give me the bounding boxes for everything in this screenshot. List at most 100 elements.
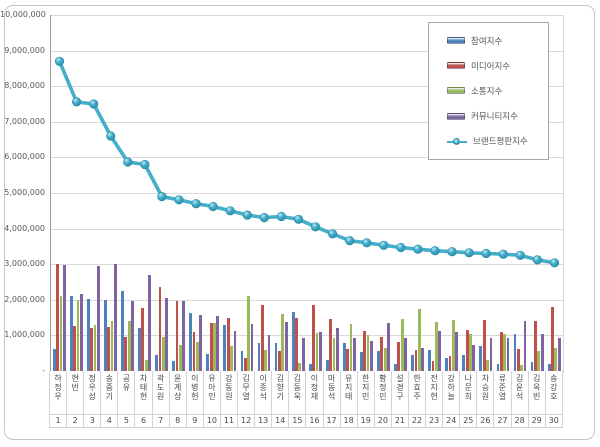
y-axis-label: -	[42, 366, 45, 375]
communication-index-bar	[161, 337, 165, 371]
y-axis: - 1,000,000 2,000,000 3,000,000 4,000,000 5,0…	[0, 0, 46, 390]
gridline	[51, 335, 563, 337]
media-index-bar	[295, 318, 298, 371]
participation-index-bar	[155, 354, 158, 371]
category-name-label: 한 효 주	[413, 374, 421, 401]
community-index-bar	[557, 337, 561, 371]
category-name-label: 나 문 희	[464, 374, 472, 401]
participation-index-bar	[291, 312, 295, 371]
participation-index-bar	[86, 299, 90, 371]
rank-number-label: 26	[477, 414, 494, 427]
x-axis-cell: 공 유 5	[118, 371, 136, 427]
participation-index-bar	[308, 363, 312, 371]
legend-bar-swatch	[447, 37, 465, 45]
media-index-bar	[499, 332, 503, 371]
category-name-label: 차 태 현	[139, 374, 148, 401]
category-name-label: 송 강 호	[550, 374, 558, 401]
line-marker	[191, 199, 201, 209]
line-marker	[242, 210, 252, 220]
community-index-bar	[216, 315, 220, 371]
y-axis-label: 10,000,000	[0, 10, 46, 19]
category-name-label: 김 동 욱	[293, 374, 302, 401]
participation-index-bar	[530, 362, 534, 371]
community-index-bar	[199, 314, 203, 371]
media-index-bar	[158, 287, 162, 371]
rank-number-label: 24	[443, 414, 460, 427]
x-axis-cell: 유 지 태 18	[340, 371, 358, 427]
legend-bar-swatch	[447, 62, 465, 70]
line-marker	[447, 247, 457, 257]
participation-index-bar	[360, 352, 363, 371]
category-name-label: 전 지 현	[430, 374, 438, 401]
community-index-bar	[506, 337, 510, 371]
line-marker	[532, 255, 543, 265]
participation-index-bar	[172, 361, 176, 371]
gridline	[51, 264, 563, 266]
media-index-bar	[329, 319, 333, 371]
x-axis-cell: 전 지 현 23	[426, 371, 444, 427]
rank-number-label: 27	[494, 414, 511, 427]
legend-item-community-index: 커뮤니티지수	[447, 110, 546, 122]
line-marker	[225, 206, 235, 216]
community-index-bar	[523, 320, 527, 371]
media-index-bar	[141, 307, 145, 371]
line-marker	[464, 248, 474, 258]
communication-index-bar	[537, 351, 541, 371]
media-index-bar	[414, 349, 418, 371]
communication-index-bar	[520, 364, 524, 371]
category-name-label: 설 경 구	[396, 374, 404, 401]
category-name-label: 강 동 원	[225, 374, 233, 401]
rank-number-label: 2	[67, 414, 84, 427]
community-index-bar	[404, 337, 407, 371]
category-name-label: 김 향 기	[276, 374, 284, 401]
communication-index-bar	[264, 349, 268, 371]
rank-number-label: 16	[306, 414, 323, 427]
line-marker	[515, 250, 525, 260]
media-index-bar	[448, 356, 452, 371]
x-axis-cell: 유 아 인 10	[203, 371, 221, 427]
line-marker	[310, 222, 321, 232]
communication-index-bar	[503, 334, 507, 371]
legend-item-media-index: 미디어지수	[447, 60, 546, 72]
participation-index-bar	[342, 342, 346, 371]
rank-number-label: 14	[272, 414, 289, 427]
community-index-bar	[472, 345, 476, 371]
legend-bar-swatch	[447, 112, 465, 120]
y-axis-label: 2,000,000	[4, 294, 45, 304]
participation-index-bar	[394, 363, 397, 371]
media-index-bar	[260, 304, 264, 371]
x-axis-cell: 강 동 원 11	[220, 371, 239, 427]
communication-index-bar	[452, 319, 455, 371]
community-index-bar	[284, 321, 288, 371]
rank-number-label: 19	[357, 414, 374, 427]
x-axis-cell: 곽 도 원 7	[152, 371, 170, 427]
community-index-bar	[250, 324, 254, 371]
rank-number-label: 4	[101, 414, 118, 427]
participation-index-bar	[104, 299, 107, 371]
community-index-bar	[79, 294, 83, 371]
participation-index-bar	[257, 342, 261, 371]
category-name-label: 류 준 열	[498, 374, 507, 401]
participation-index-bar	[496, 363, 500, 371]
community-index-bar	[182, 300, 186, 371]
communication-index-bar	[93, 325, 97, 371]
x-axis-cell: 송 강 호 30	[545, 371, 563, 427]
line-marker	[362, 238, 372, 248]
media-index-bar	[73, 325, 77, 371]
community-index-bar	[352, 337, 356, 371]
legend-item-participation-index: 참여지수	[447, 35, 546, 47]
y-axis-label: 5,000,000	[4, 188, 45, 197]
participation-index-bar	[274, 342, 278, 371]
category-name-label: 공 유	[122, 374, 131, 392]
legend-item-brand-reputation-index: 브랜드평판지수	[447, 135, 546, 147]
gridline	[51, 193, 563, 194]
communication-index-bar	[298, 363, 302, 371]
communication-index-bar	[76, 299, 80, 371]
category-name-label: 강 하 늘	[447, 374, 455, 401]
category-name-label: 이 종 석	[259, 374, 267, 401]
rank-number-label: 1	[50, 414, 67, 427]
x-axis-cell: 김 옥 빈 29	[528, 371, 546, 427]
category-name-label: 하 정 우	[54, 374, 62, 401]
category-name-label: 정 우 성	[88, 374, 96, 401]
category-name-label: 이 정 재	[310, 374, 319, 401]
